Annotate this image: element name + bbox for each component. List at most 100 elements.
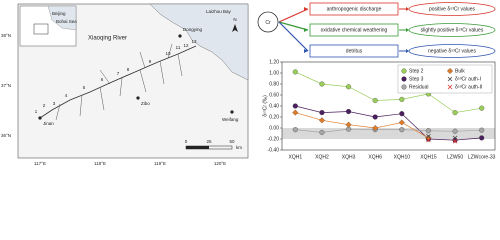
lon-label: 117°E	[34, 161, 46, 166]
legend-label: δ⁵³Cr auth-I	[455, 76, 481, 82]
lat-label: 37°N	[1, 83, 11, 88]
site-label: 8	[127, 67, 130, 72]
arrow-head	[406, 49, 409, 53]
inset-box	[33, 23, 49, 35]
city-label: Weifang	[222, 117, 239, 122]
result-oval	[408, 44, 496, 58]
x-tick-label: XQH10	[394, 154, 411, 160]
city-dot	[38, 116, 42, 120]
cr-circle	[257, 11, 279, 33]
site-label: 13	[191, 39, 197, 44]
legend-label: Step 3	[409, 76, 424, 82]
city-label: Jinan	[43, 121, 54, 126]
arrow	[278, 21, 309, 52]
point	[401, 76, 407, 82]
point	[318, 117, 325, 124]
arrow-head	[304, 7, 308, 11]
y-axis-label: δ⁵³Cr (‰)	[262, 95, 268, 117]
point	[452, 138, 458, 144]
source-box	[309, 23, 399, 37]
source-box	[309, 44, 399, 58]
arrow	[278, 21, 309, 31]
city-label: Zibo	[141, 101, 150, 106]
point	[447, 84, 453, 90]
lon-label: 119°E	[154, 161, 166, 166]
river-label: Xiaoqing River	[88, 36, 127, 42]
point	[447, 76, 453, 82]
site-label: 5	[83, 85, 86, 90]
lon-label: 120°E	[214, 161, 226, 166]
point	[372, 114, 378, 120]
series-line	[295, 71, 482, 113]
y-tick-label: 0.60	[269, 92, 279, 98]
reference-band	[282, 128, 495, 139]
diagram: Cr anthropogenic discharge positive δ⁵³Cr …	[265, 2, 496, 58]
point	[479, 105, 485, 111]
y-tick-label: 0.00	[269, 125, 279, 131]
map-labels: Beijing Bohai Sea Xiaoqing River Laizhou Ba…	[1, 9, 242, 166]
point	[452, 110, 458, 116]
point	[399, 96, 405, 102]
point	[372, 124, 379, 132]
y-tick-label: 1.00	[269, 70, 279, 76]
north-label: N	[233, 17, 236, 22]
scale-label: 50	[229, 139, 235, 144]
point	[446, 67, 454, 75]
result-oval	[408, 2, 496, 16]
scale-bar-fill	[186, 146, 209, 149]
point	[452, 135, 458, 141]
series-line	[295, 105, 482, 141]
point	[319, 110, 325, 116]
y-tick-label: 1.20	[269, 59, 279, 65]
point	[425, 134, 432, 141]
legend-label: Bulk	[455, 68, 465, 74]
arrow	[278, 8, 309, 23]
point	[426, 137, 431, 143]
point	[292, 103, 298, 109]
point	[398, 119, 405, 126]
site-label: 12	[183, 43, 189, 48]
x-tick-label: XQH6	[368, 154, 382, 160]
tributary	[55, 43, 183, 121]
x-tick-label: XQH1	[289, 154, 303, 160]
x-tick-label: XQH2	[315, 154, 329, 160]
result-label: slightly positive δ⁵³Cr values	[421, 27, 484, 33]
point	[479, 135, 485, 141]
point	[399, 127, 405, 133]
legend-label: Residual	[409, 84, 428, 90]
sea	[149, 3, 249, 81]
result-oval	[408, 23, 496, 37]
scale-label: 25	[206, 139, 212, 144]
site-label: 9	[149, 59, 152, 64]
point	[319, 81, 325, 87]
arrow-head	[406, 7, 409, 11]
result-label: positive δ⁵³Cr values	[429, 6, 475, 12]
site-label: 4	[65, 93, 68, 98]
y-tick-label: 0.40	[269, 103, 279, 109]
point	[426, 133, 431, 139]
site-label: 6	[101, 77, 104, 82]
cr-label: Cr	[265, 20, 271, 26]
x-tick-label: XQH15	[420, 154, 437, 160]
legend-label: Step 2	[409, 68, 424, 74]
north-arrow	[232, 24, 238, 32]
city-dot	[230, 110, 234, 114]
source-box	[309, 2, 399, 16]
point	[346, 84, 352, 90]
river	[39, 45, 197, 119]
city-dot	[136, 96, 140, 100]
y-tick-label: -0.20	[268, 136, 280, 142]
inset-label: Bohai Sea	[56, 19, 77, 24]
lat-label: 38°N	[1, 33, 11, 38]
y-tick-label: -0.40	[268, 147, 280, 153]
series-line	[295, 112, 429, 139]
chart: -0.40 -0.20 0.00 0.20 0.40 0.60 0.80 1.00 1.20 δ⁵…	[262, 59, 495, 160]
point	[372, 97, 378, 104]
arrow-head	[406, 28, 409, 32]
x-tick-label: XQH3	[342, 154, 356, 160]
legend-label: δ⁵³Cr auth-II	[455, 84, 482, 90]
y-tick-label: 0.80	[269, 81, 279, 87]
lon-label: 118°E	[94, 161, 106, 166]
scale-label: 0	[185, 139, 188, 144]
point	[452, 128, 458, 134]
